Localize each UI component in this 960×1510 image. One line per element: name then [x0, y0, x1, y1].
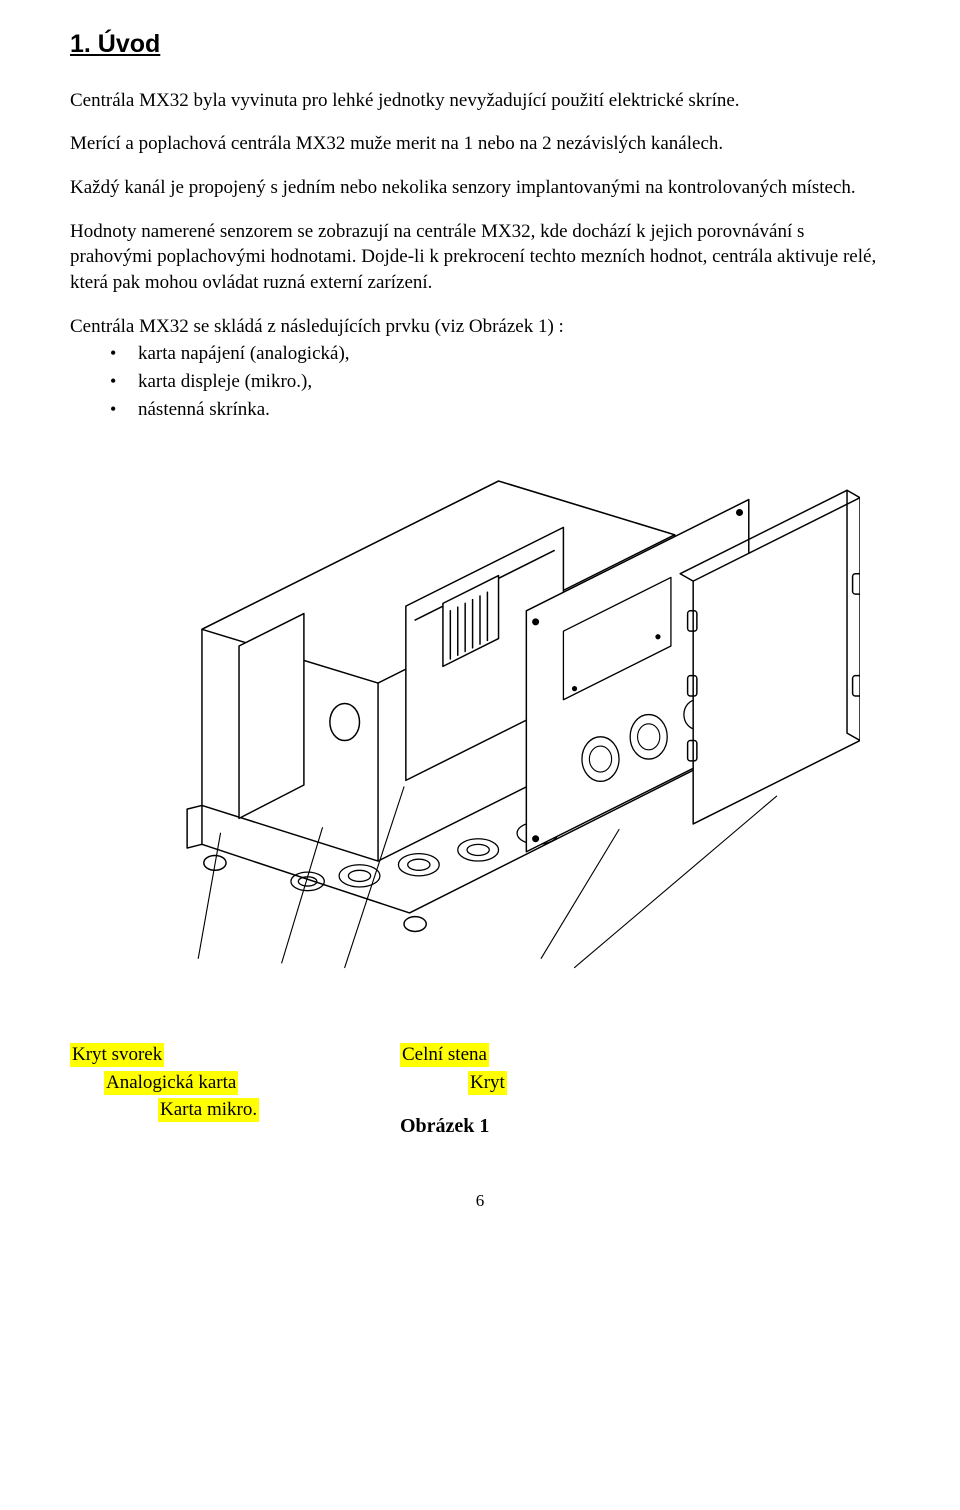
components-list: karta napájení (analogická), karta displ…	[110, 341, 890, 422]
list-item: karta napájení (analogická),	[110, 341, 890, 367]
label-kryt-svorek: Kryt svorek	[70, 1043, 164, 1067]
figure-labels: Kryt svorek Analogická karta Karta mikro…	[70, 1040, 890, 1140]
components-block: Centrála MX32 se skládá z následujících …	[70, 314, 890, 423]
list-item: karta displeje (mikro.),	[110, 369, 890, 395]
paragraph-4: Hodnoty namerené senzorem se zobrazují n…	[70, 219, 890, 296]
paragraph-2: Merící a poplachová centrála MX32 muže m…	[70, 131, 890, 157]
device-diagram	[100, 462, 860, 982]
paragraph-3: Každý kanál je propojený s jedním nebo n…	[70, 175, 890, 201]
label-karta-mikro: Karta mikro.	[158, 1098, 259, 1122]
components-lead: Centrála MX32 se skládá z následujících …	[70, 314, 890, 340]
label-kryt: Kryt	[468, 1071, 507, 1095]
section-title: 1. Úvod	[70, 28, 890, 62]
list-item: nástenná skrínka.	[110, 397, 890, 423]
label-celni-stena: Celní stena	[400, 1043, 489, 1067]
paragraph-1: Centrála MX32 byla vyvinuta pro lehké je…	[70, 88, 890, 114]
figure-1	[70, 462, 890, 982]
figure-caption: Obrázek 1	[400, 1113, 600, 1140]
page-number: 6	[70, 1190, 890, 1213]
label-analogicka-karta: Analogická karta	[104, 1071, 238, 1095]
